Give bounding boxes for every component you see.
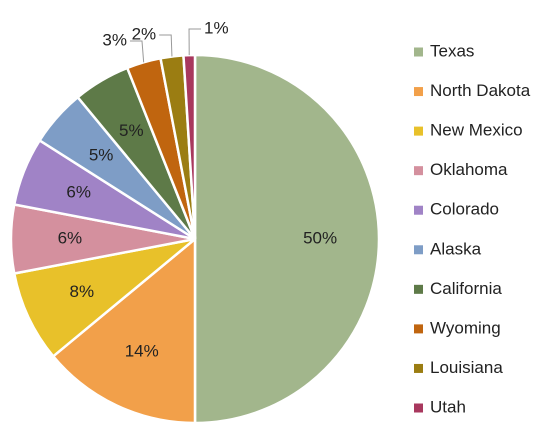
legend-swatch (414, 205, 423, 215)
legend-label: California (430, 279, 502, 298)
legend-label: Oklahoma (430, 160, 508, 179)
legend-label: Wyoming (430, 318, 501, 337)
data-label: 14% (125, 342, 159, 361)
data-label: 6% (66, 182, 91, 201)
legend-label: North Dakota (430, 81, 531, 100)
legend-label: Texas (430, 41, 474, 60)
pie-slice (182, 53, 197, 240)
legend-swatch (414, 363, 423, 373)
data-label: 1% (204, 18, 229, 37)
legend-swatch (414, 245, 423, 255)
data-label: 50% (303, 228, 337, 247)
legend-swatch (414, 324, 423, 334)
legend-label: New Mexico (430, 121, 523, 140)
data-label: 2% (132, 24, 157, 43)
data-label: 3% (102, 30, 127, 49)
legend-label: Utah (430, 397, 466, 416)
pie-slice (193, 53, 381, 423)
leader-line (159, 34, 173, 57)
legend-swatch (414, 284, 423, 294)
data-label: 5% (119, 121, 144, 140)
pie-slice (12, 237, 196, 359)
legend-label: Louisiana (430, 358, 503, 377)
legend-swatch (414, 403, 423, 413)
leader-line (188, 28, 202, 56)
legend-swatch (414, 47, 423, 57)
data-label: 8% (69, 282, 94, 301)
legend-swatch (414, 166, 423, 176)
legend-label: Alaska (430, 239, 482, 258)
legend-swatch (414, 126, 423, 136)
legend-swatch (414, 87, 423, 97)
leader-line (129, 40, 145, 63)
legend-label: Colorado (430, 200, 499, 219)
data-label: 6% (58, 228, 83, 247)
data-label: 5% (89, 146, 114, 165)
